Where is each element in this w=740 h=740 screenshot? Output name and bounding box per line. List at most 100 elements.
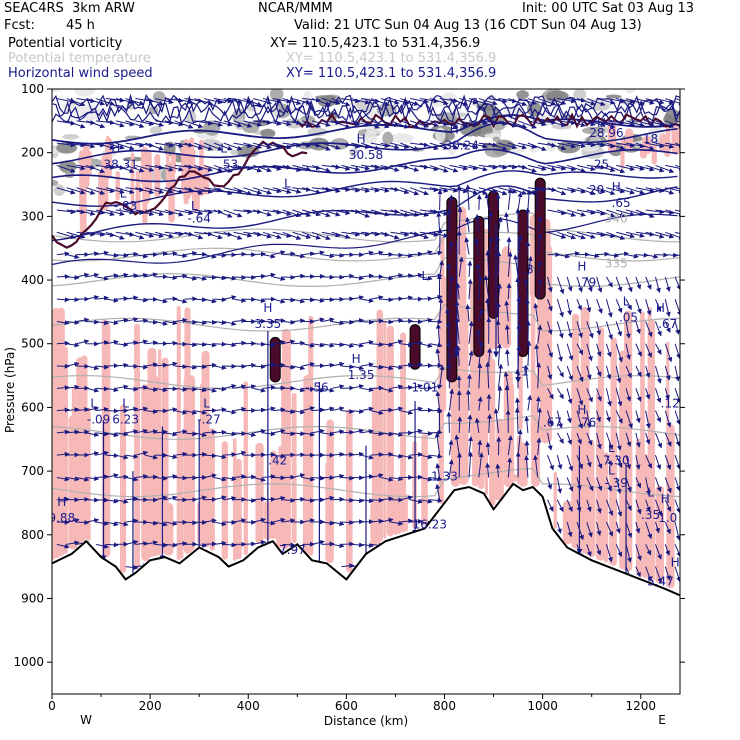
- wind-vector: [115, 474, 129, 480]
- wind-vector: [351, 142, 371, 149]
- wind-vector: [233, 318, 247, 324]
- wind-vector: [115, 498, 129, 504]
- wind-vector: [184, 187, 204, 195]
- wind-vector: [204, 429, 217, 435]
- wind-vector: [311, 98, 331, 107]
- wind-vector: [223, 342, 237, 348]
- wind-vector: [164, 495, 178, 501]
- wind-vector: [370, 209, 390, 217]
- wind-vector: [311, 317, 325, 323]
- wind-vector: [321, 231, 341, 238]
- wind-vector: [361, 474, 374, 480]
- wind-vector: [380, 365, 394, 371]
- wind-vector: [86, 319, 100, 325]
- contour-label: 1.01: [412, 381, 439, 395]
- contour-label: 3.35: [255, 317, 282, 331]
- wind-vector: [194, 432, 208, 438]
- upper-shade-cell: [152, 91, 166, 103]
- wind-vector: [351, 384, 365, 389]
- wind-vector: [223, 142, 243, 151]
- wind-vector: [410, 231, 429, 240]
- pv-streak: [179, 433, 184, 559]
- wind-vector: [223, 495, 237, 501]
- x-tick-label: 400: [237, 699, 260, 713]
- wind-vector: [400, 187, 420, 196]
- wind-vector: [504, 348, 510, 367]
- wind-vector: [302, 497, 316, 503]
- wind-vector: [145, 362, 159, 368]
- wind-vector: [331, 252, 345, 258]
- wind-vector: [135, 98, 155, 104]
- wind-vector: [105, 297, 119, 303]
- wind-vector: [154, 475, 168, 481]
- wind-vector: [556, 455, 563, 470]
- wind-vector: [566, 432, 573, 446]
- wind-vector: [262, 431, 276, 437]
- wind-vector: [105, 142, 125, 150]
- wind-vector: [321, 431, 335, 437]
- wind-vector: [194, 297, 208, 303]
- wind-vector: [56, 120, 76, 126]
- wind-vector: [135, 297, 149, 303]
- wind-vector: [56, 407, 70, 413]
- field-xy-pv: XY= 110.5,423.1 to 531.4,356.9: [270, 36, 481, 51]
- wind-vector: [272, 318, 286, 324]
- wind-vector: [194, 364, 208, 370]
- wind-vector: [390, 209, 410, 217]
- wind-vector: [164, 164, 184, 172]
- wind-vector: [125, 518, 139, 524]
- field-xy-theta: XY= 110.5,423.1 to 531.4,356.9: [286, 51, 497, 66]
- wind-vector: [174, 298, 188, 304]
- wind-vector: [331, 187, 351, 192]
- pv-streak: [291, 392, 297, 544]
- wind-vector: [204, 274, 217, 280]
- wind-vector: [233, 340, 247, 346]
- wind-vector: [204, 187, 223, 193]
- y-tick-label: 100: [21, 82, 44, 96]
- wind-vector: [253, 428, 266, 434]
- wind-vector: [467, 451, 473, 478]
- pv-streak: [275, 461, 284, 548]
- wind-vector: [466, 373, 472, 389]
- wind-vector: [380, 231, 400, 240]
- wind-vector: [547, 499, 554, 512]
- wind-vector: [164, 340, 178, 346]
- contour-label: .1: [517, 365, 528, 379]
- wind-vector: [262, 342, 276, 348]
- wind-vector: [115, 384, 129, 390]
- wind-vector: [410, 251, 423, 257]
- y-tick-label: 500: [21, 337, 44, 351]
- wind-vector: [360, 120, 380, 129]
- wind-vector: [213, 341, 227, 347]
- field-name-pv: Potential vorticity: [8, 36, 123, 51]
- wind-vector: [203, 120, 223, 127]
- wind-vector: [164, 386, 178, 392]
- wind-vector: [184, 98, 204, 104]
- wind-vector: [262, 142, 282, 149]
- wind-vector: [341, 319, 355, 325]
- wind-vector: [605, 343, 612, 358]
- y-tick-label: 800: [21, 528, 44, 542]
- wind-vector: [96, 142, 115, 150]
- wind-vector: [331, 451, 345, 457]
- wind-vector: [76, 142, 96, 149]
- wind-vector: [135, 164, 155, 172]
- wind-vector: [400, 342, 414, 348]
- wind-vector: [96, 164, 115, 170]
- wind-vector: [105, 120, 125, 128]
- wind-vector: [360, 454, 374, 460]
- wind-speed-contour-line: [52, 213, 678, 266]
- pv-core: [269, 336, 281, 383]
- wind-vector: [321, 362, 335, 368]
- wind-vector: [164, 454, 178, 460]
- wind-vector: [243, 98, 263, 107]
- wind-vector: [331, 98, 351, 107]
- wind-vector: [331, 209, 351, 216]
- wind-vector: [86, 187, 106, 195]
- wind-vector: [361, 498, 374, 504]
- wind-vector: [125, 187, 145, 193]
- wind-vector: [272, 517, 286, 523]
- wind-vector: [56, 297, 70, 303]
- wind-vector: [282, 409, 296, 415]
- wind-vector: [282, 297, 296, 303]
